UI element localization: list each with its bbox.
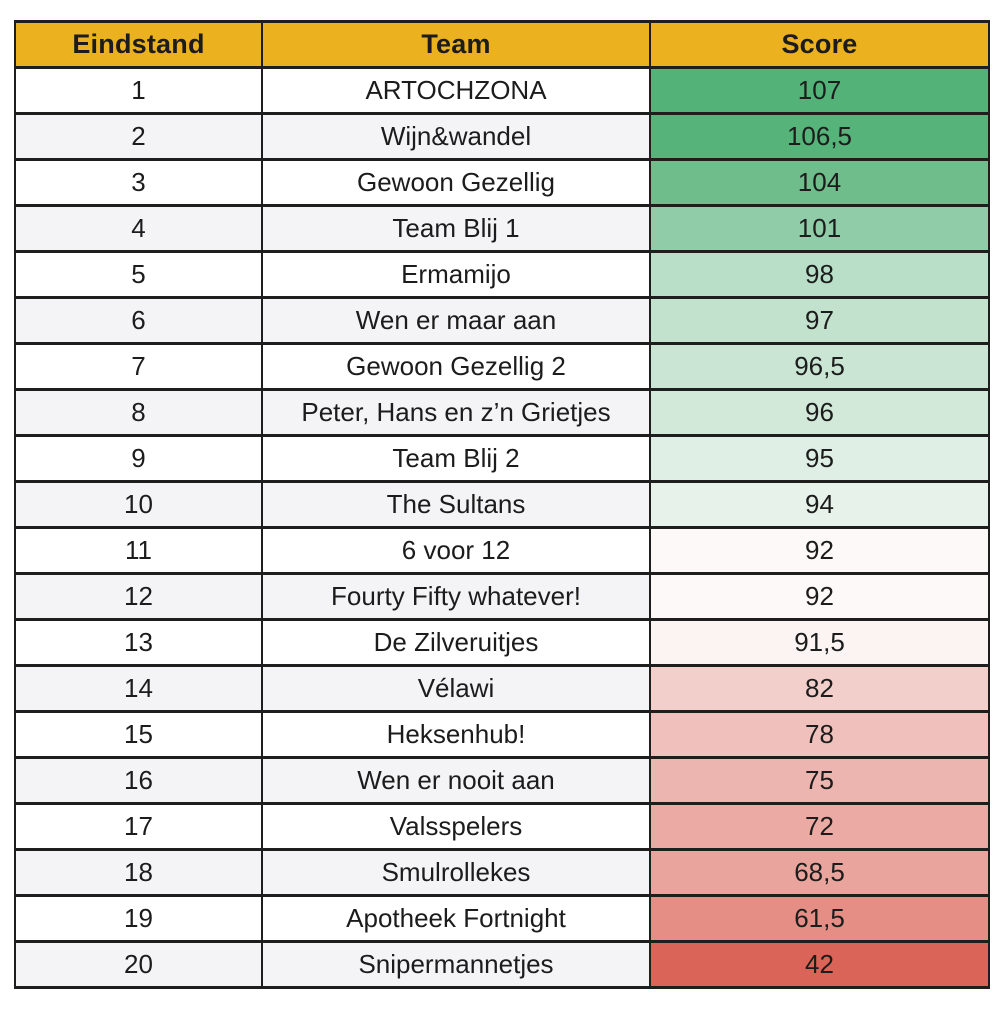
table-row: 10 The Sultans 94 <box>14 480 990 529</box>
team-cell: Wen er nooit aan <box>261 756 651 805</box>
score-cell: 92 <box>649 526 990 575</box>
team-cell: Team Blij 1 <box>261 204 651 253</box>
table-row: 6 Wen er maar aan 97 <box>14 296 990 345</box>
score-cell: 106,5 <box>649 112 990 161</box>
team-cell: Snipermannetjes <box>261 940 651 989</box>
team-cell: ARTOCHZONA <box>261 66 651 115</box>
header-row: Eindstand Team Score <box>14 20 990 69</box>
team-cell: De Zilveruitjes <box>261 618 651 667</box>
team-cell: 6 voor 12 <box>261 526 651 575</box>
score-cell: 101 <box>649 204 990 253</box>
team-cell: Gewoon Gezellig <box>261 158 651 207</box>
score-cell: 95 <box>649 434 990 483</box>
table-row: 17 Valsspelers 72 <box>14 802 990 851</box>
team-cell: Heksenhub! <box>261 710 651 759</box>
table-row: 20 Snipermannetjes 42 <box>14 940 990 989</box>
table-row: 5 Ermamijo 98 <box>14 250 990 299</box>
score-cell: 107 <box>649 66 990 115</box>
rank-cell: 19 <box>14 894 263 943</box>
rank-cell: 14 <box>14 664 263 713</box>
score-cell: 78 <box>649 710 990 759</box>
header-score: Score <box>649 20 990 69</box>
rank-cell: 17 <box>14 802 263 851</box>
rank-cell: 18 <box>14 848 263 897</box>
rank-cell: 5 <box>14 250 263 299</box>
table-row: 8 Peter, Hans en z’n Grietjes 96 <box>14 388 990 437</box>
header-eindstand: Eindstand <box>14 20 263 69</box>
table-row: 3 Gewoon Gezellig 104 <box>14 158 990 207</box>
team-cell: Gewoon Gezellig 2 <box>261 342 651 391</box>
table-row: 16 Wen er nooit aan 75 <box>14 756 990 805</box>
table-row: 15 Heksenhub! 78 <box>14 710 990 759</box>
rank-cell: 3 <box>14 158 263 207</box>
score-cell: 92 <box>649 572 990 621</box>
table-row: 14 Vélawi 82 <box>14 664 990 713</box>
score-cell: 42 <box>649 940 990 989</box>
team-cell: Ermamijo <box>261 250 651 299</box>
table-row: 1 ARTOCHZONA 107 <box>14 66 990 115</box>
rank-cell: 10 <box>14 480 263 529</box>
score-cell: 96,5 <box>649 342 990 391</box>
table-row: 12 Fourty Fifty whatever! 92 <box>14 572 990 621</box>
score-cell: 94 <box>649 480 990 529</box>
rank-cell: 20 <box>14 940 263 989</box>
table-row: 13 De Zilveruitjes 91,5 <box>14 618 990 667</box>
team-cell: The Sultans <box>261 480 651 529</box>
score-cell: 68,5 <box>649 848 990 897</box>
rank-cell: 13 <box>14 618 263 667</box>
rank-cell: 6 <box>14 296 263 345</box>
rank-cell: 4 <box>14 204 263 253</box>
rank-cell: 2 <box>14 112 263 161</box>
team-cell: Smulrollekes <box>261 848 651 897</box>
score-cell: 98 <box>649 250 990 299</box>
table-row: 4 Team Blij 1 101 <box>14 204 990 253</box>
rank-cell: 9 <box>14 434 263 483</box>
table-row: 2 Wijn&wandel 106,5 <box>14 112 990 161</box>
rank-cell: 15 <box>14 710 263 759</box>
table-row: 19 Apotheek Fortnight 61,5 <box>14 894 990 943</box>
rank-cell: 1 <box>14 66 263 115</box>
table-body: 1 ARTOCHZONA 107 2 Wijn&wandel 106,5 3 Gewoon G… <box>14 66 990 989</box>
table-row: 11 6 voor 12 92 <box>14 526 990 575</box>
header-team: Team <box>261 20 651 69</box>
score-cell: 91,5 <box>649 618 990 667</box>
team-cell: Wen er maar aan <box>261 296 651 345</box>
score-cell: 82 <box>649 664 990 713</box>
leaderboard-table: Eindstand Team Score 1 ARTOCHZONA 107 2 Wijn… <box>14 20 990 989</box>
table-row: 7 Gewoon Gezellig 2 96,5 <box>14 342 990 391</box>
team-cell: Wijn&wandel <box>261 112 651 161</box>
team-cell: Valsspelers <box>261 802 651 851</box>
table-row: 18 Smulrollekes 68,5 <box>14 848 990 897</box>
rank-cell: 8 <box>14 388 263 437</box>
rank-cell: 11 <box>14 526 263 575</box>
team-cell: Fourty Fifty whatever! <box>261 572 651 621</box>
rank-cell: 7 <box>14 342 263 391</box>
score-cell: 97 <box>649 296 990 345</box>
team-cell: Vélawi <box>261 664 651 713</box>
score-cell: 96 <box>649 388 990 437</box>
team-cell: Team Blij 2 <box>261 434 651 483</box>
table-row: 9 Team Blij 2 95 <box>14 434 990 483</box>
rank-cell: 16 <box>14 756 263 805</box>
score-cell: 104 <box>649 158 990 207</box>
rank-cell: 12 <box>14 572 263 621</box>
team-cell: Apotheek Fortnight <box>261 894 651 943</box>
team-cell: Peter, Hans en z’n Grietjes <box>261 388 651 437</box>
score-cell: 72 <box>649 802 990 851</box>
score-cell: 75 <box>649 756 990 805</box>
score-cell: 61,5 <box>649 894 990 943</box>
